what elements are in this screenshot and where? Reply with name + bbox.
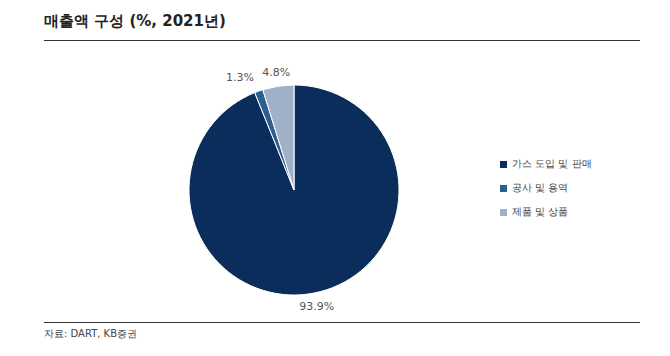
html-text:가스 도입 및 판매: 가스 도입 및 판매 [512, 158, 592, 169]
svg-text:4.8%: 4.8% [262, 66, 290, 79]
html-text:공사 및 용역: 공사 및 용역 [512, 182, 569, 193]
html-text:매출액 구성 (%, 2021년): 매출액 구성 (%, 2021년) [44, 12, 226, 30]
html-text:제품 및 상품: 제품 및 상품 [512, 206, 569, 217]
svg-text:1.3%: 1.3% [226, 71, 254, 84]
svg-text:93.9%: 93.9% [299, 300, 334, 313]
html-text:자료: DART, KB증권: 자료: DART, KB증권 [44, 328, 137, 339]
